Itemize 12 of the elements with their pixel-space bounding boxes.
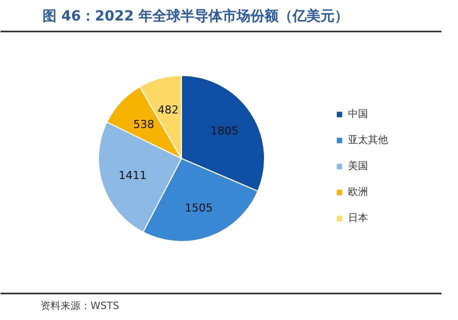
- data-label: 1411: [118, 169, 147, 182]
- legend-label: 欧洲: [348, 186, 368, 199]
- chart-title: 图 46：2022 年全球半导体市场份额（亿美元）: [42, 8, 349, 24]
- data-label: 1805: [210, 124, 238, 138]
- legend-label: 中国: [348, 108, 368, 121]
- data-label: 1505: [184, 201, 213, 214]
- legend-label: 亚太其他: [348, 134, 388, 147]
- data-label: 482: [158, 103, 179, 116]
- legend-label: 日本: [348, 212, 368, 225]
- legend-label: 美国: [348, 160, 368, 173]
- text: 资料来源：WSTS: [40, 300, 120, 312]
- data-label: 538: [133, 118, 154, 131]
